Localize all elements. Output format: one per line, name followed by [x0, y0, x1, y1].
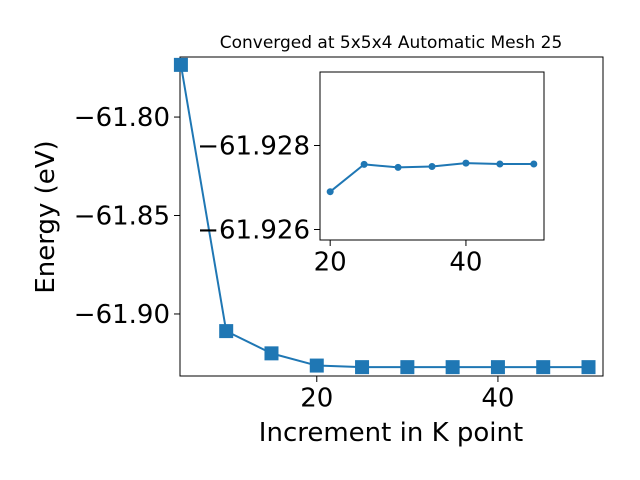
inset-y-tick-label: −61.926 [197, 216, 310, 246]
x-axis-label: Increment in K point [259, 418, 523, 448]
chart-title: Converged at 5x5x4 Automatic Mesh 25 [220, 33, 563, 53]
y-axis-label: Energy (eV) [31, 140, 61, 293]
main-x-tick-label: 20 [300, 384, 333, 414]
main-data-point [581, 360, 596, 375]
main-data-point [490, 360, 505, 375]
main-data-point [219, 324, 234, 339]
inset-plot: 20 40 −61.928 −61.926 [197, 71, 545, 278]
main-series-line [179, 64, 589, 369]
inset-y-tick-label: −61.928 [197, 132, 310, 162]
inset-x-tick-label: 20 [314, 248, 347, 278]
inset-x-tick-label: 40 [449, 248, 482, 278]
main-data-point [445, 360, 460, 375]
main-data-point [536, 360, 551, 375]
inset-data-point [326, 188, 334, 196]
main-data-point [264, 346, 279, 361]
main-y-tick-label: −61.80 [74, 103, 170, 133]
main-data-point [355, 360, 370, 375]
inset-frame [319, 71, 545, 241]
main-y-tick-label: −61.90 [74, 300, 170, 330]
inset-data-point [394, 163, 402, 171]
main-data-point [400, 360, 415, 375]
inset-data-point [428, 163, 436, 170]
inset-data-point [496, 160, 504, 168]
main-data-point [309, 358, 324, 373]
main-data-point [173, 57, 188, 72]
inset-data-point [360, 160, 368, 168]
main-x-tick-label: 40 [481, 384, 514, 414]
inset-data-point [462, 159, 470, 167]
main-y-tick-label: −61.85 [74, 202, 170, 232]
inset-data-point [530, 160, 538, 168]
